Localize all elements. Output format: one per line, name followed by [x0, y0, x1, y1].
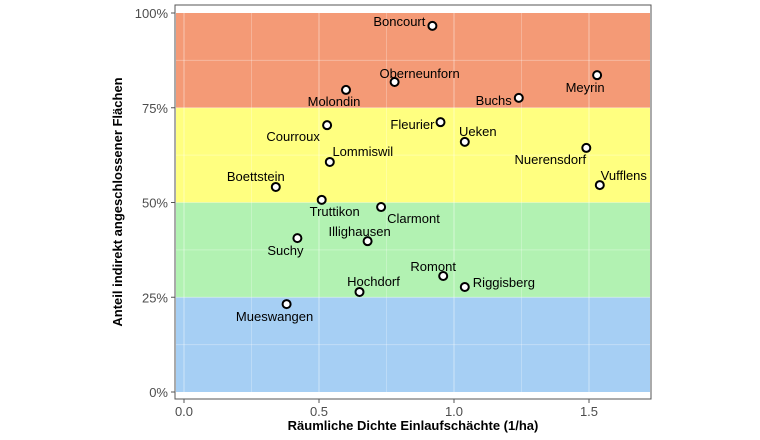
- data-point-meyrin: Meyrin: [566, 70, 605, 95]
- point-marker: [281, 299, 292, 310]
- point-marker: [324, 156, 335, 167]
- data-point-riggisberg: Riggisberg: [459, 275, 535, 293]
- data-point-romont: Romont: [410, 259, 456, 282]
- category-bands: [176, 13, 650, 392]
- y-tick-label: 50%: [142, 196, 168, 211]
- band-3: [176, 13, 650, 108]
- point-label: Romont: [410, 259, 456, 274]
- y-axis-ticks: 0% 25% 50% 75% 100%: [135, 6, 175, 400]
- point-marker: [316, 194, 327, 205]
- point-label: Buchs: [476, 93, 513, 108]
- point-marker: [322, 120, 333, 131]
- point-marker: [513, 92, 524, 103]
- point-label: Oberneunforn: [379, 66, 459, 81]
- point-label: Ueken: [459, 124, 497, 139]
- data-points: Boncourt Meyrin Oberneunforn Molondin Buchs F…: [227, 14, 648, 324]
- point-label: Illighausen: [329, 224, 391, 239]
- x-tick-label: 0.0: [175, 404, 193, 419]
- point-label: Suchy: [267, 243, 304, 258]
- data-point-truttikon: Truttikon: [310, 194, 360, 219]
- point-label: Meyrin: [566, 80, 605, 95]
- data-point-lommiswil: Lommiswil: [324, 144, 393, 167]
- y-tick-label: 25%: [142, 290, 168, 305]
- data-point-molondin: Molondin: [308, 84, 361, 109]
- data-point-mueswangen: Mueswangen: [236, 299, 313, 324]
- point-label: Riggisberg: [473, 275, 535, 290]
- band-0: [176, 297, 650, 392]
- x-axis-ticks: 0.0 0.5 1.0 1.5: [175, 399, 598, 419]
- band-1: [176, 202, 650, 298]
- point-label: Courroux: [266, 129, 320, 144]
- data-point-nuerensdorf: Nuerensdorf: [515, 142, 592, 167]
- point-label: Boettstein: [227, 169, 285, 184]
- point-label: Lommiswil: [332, 144, 393, 159]
- x-axis-label: Räumliche Dichte Einlaufschächte (1/ha): [288, 418, 539, 433]
- point-marker: [292, 233, 303, 244]
- data-point-illighausen: Illighausen: [329, 224, 391, 247]
- point-label: Mueswangen: [236, 309, 313, 324]
- point-label: Clarmont: [387, 211, 440, 226]
- point-marker: [435, 117, 446, 128]
- point-marker: [270, 181, 281, 192]
- point-label: Nuerensdorf: [515, 152, 587, 167]
- point-marker: [459, 282, 470, 293]
- x-tick-label: 0.5: [310, 404, 328, 419]
- point-marker: [592, 70, 603, 81]
- data-point-fleurier: Fleurier: [390, 117, 446, 132]
- point-label: Vufflens: [601, 168, 648, 183]
- x-tick-label: 1.5: [580, 404, 598, 419]
- point-marker: [389, 76, 400, 87]
- point-marker: [376, 202, 387, 213]
- data-point-oberneunforn: Oberneunforn: [379, 66, 460, 87]
- point-marker: [438, 271, 449, 282]
- point-marker: [427, 20, 438, 31]
- point-label: Fleurier: [390, 117, 435, 132]
- y-tick-label: 75%: [142, 101, 168, 116]
- data-point-vufflens: Vufflens: [594, 168, 648, 191]
- y-tick-label: 100%: [135, 6, 169, 21]
- data-point-clarmont: Clarmont: [376, 202, 440, 226]
- x-tick-label: 1.0: [445, 404, 463, 419]
- data-point-buchs: Buchs: [476, 92, 524, 108]
- data-point-suchy: Suchy: [267, 233, 304, 258]
- data-point-boncourt: Boncourt: [373, 14, 438, 31]
- y-axis-label: Anteil indirekt angeschlossener Flächen: [110, 77, 125, 326]
- point-label: Boncourt: [373, 14, 425, 29]
- data-point-hochdorf: Hochdorf: [347, 274, 400, 297]
- point-marker: [354, 286, 365, 297]
- point-marker: [362, 236, 373, 247]
- point-marker: [581, 142, 592, 153]
- data-point-ueken: Ueken: [459, 124, 497, 147]
- point-label: Hochdorf: [347, 274, 400, 289]
- point-label: Molondin: [308, 94, 361, 109]
- point-label: Truttikon: [310, 204, 360, 219]
- data-point-boettstein: Boettstein: [227, 169, 285, 192]
- point-marker: [341, 84, 351, 95]
- point-marker: [594, 180, 605, 191]
- grid-lines: [176, 13, 650, 392]
- point-marker: [459, 136, 470, 147]
- y-tick-label: 0%: [149, 385, 168, 400]
- data-point-courroux: Courroux: [266, 120, 333, 144]
- band-2: [176, 107, 650, 203]
